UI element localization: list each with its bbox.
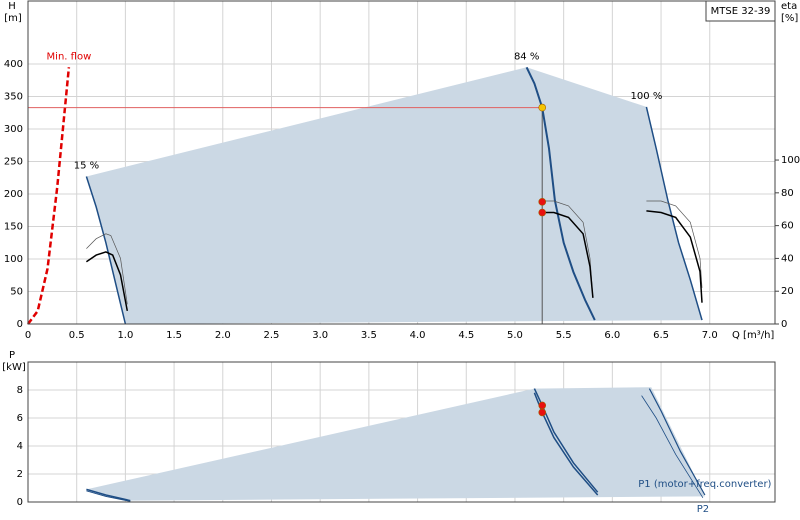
x-tick-label: 4.0	[410, 330, 426, 341]
operating-point	[538, 401, 547, 410]
curve	[542, 200, 594, 298]
y-tick-label: 100	[4, 254, 23, 265]
y2-tick-label: 80	[781, 188, 794, 199]
y-tick-label: 200	[4, 189, 23, 200]
x-tick-label: 0.5	[69, 330, 85, 341]
curve	[641, 395, 704, 499]
x-tick-label: 3.5	[361, 330, 377, 341]
x-tick-label: 7.0	[702, 330, 718, 341]
y-tick-label: 350	[4, 92, 23, 103]
x-tick-label: 1.5	[166, 330, 182, 341]
curve	[542, 211, 594, 298]
operating-point	[538, 198, 547, 206]
curve-label: Min. flow	[47, 51, 92, 62]
y-tick-label: 0	[17, 497, 23, 508]
plot	[26, 0, 779, 325]
y-tick-label: 6	[17, 413, 23, 424]
y-axis-label: P	[9, 350, 15, 361]
y2-tick-label: 20	[781, 286, 794, 297]
y2-tick-label: 100	[781, 155, 800, 166]
curve	[645, 106, 703, 321]
y-tick-label: 50	[10, 287, 23, 298]
curve-label: 100 %	[631, 91, 663, 102]
y-tick-label: 400	[4, 59, 23, 70]
chart-title: MTSE 32-39	[711, 6, 771, 17]
x-tick-label: 0	[25, 330, 31, 341]
curve	[86, 490, 131, 502]
x-tick-label: 4.5	[458, 330, 474, 341]
x-axis-label: Q [m³/h]	[732, 330, 774, 341]
plot	[27, 361, 776, 503]
y2-axis-unit: [%]	[781, 13, 798, 24]
x-tick-label: 6.5	[653, 330, 669, 341]
curve	[525, 66, 596, 321]
y2-axis-label: eta	[781, 1, 797, 12]
curve	[26, 67, 71, 325]
curve	[646, 210, 703, 303]
x-tick-label: 2.5	[264, 330, 280, 341]
curve	[646, 200, 703, 288]
curve	[86, 233, 128, 305]
curve-label: 15 %	[74, 160, 99, 171]
y-tick-label: 4	[17, 441, 23, 452]
curve-label: 84 %	[514, 51, 539, 62]
curve	[86, 488, 131, 502]
title-box	[705, 0, 776, 22]
y2-tick-label: 40	[781, 253, 794, 264]
curve-label: P1 (motor+freq.converter)	[638, 479, 771, 490]
operating-point	[538, 408, 547, 417]
curve	[533, 388, 599, 493]
operating-area	[86, 387, 705, 501]
operating-point	[538, 208, 547, 217]
x-tick-label: 3.0	[312, 330, 328, 341]
y-tick-label: 250	[4, 157, 23, 168]
y-tick-label: 2	[17, 469, 23, 480]
curve-label: P2	[697, 504, 709, 515]
plot-frame	[27, 0, 776, 325]
x-tick-label: 2.0	[215, 330, 231, 341]
y2-tick-label: 60	[781, 221, 794, 232]
x-tick-label: 5.5	[556, 330, 572, 341]
operating-area	[86, 67, 702, 325]
x-tick-label: 5.0	[507, 330, 523, 341]
x-tick-label: 1.0	[117, 330, 133, 341]
x-tick-label: 6.0	[604, 330, 620, 341]
y-tick-label: 8	[17, 385, 23, 396]
y-axis-unit: [kW]	[2, 362, 26, 373]
curve	[85, 251, 129, 312]
y-tick-label: 300	[4, 124, 23, 135]
y-axis-label: H	[8, 1, 16, 12]
curve	[85, 176, 127, 325]
y-tick-label: 150	[4, 222, 23, 233]
y2-tick-label: 0	[781, 319, 787, 330]
y-axis-unit: [m]	[4, 13, 22, 24]
plot-frame	[27, 361, 776, 503]
y-tick-label: 0	[17, 319, 23, 330]
operating-point	[538, 103, 547, 112]
curve	[648, 388, 706, 496]
